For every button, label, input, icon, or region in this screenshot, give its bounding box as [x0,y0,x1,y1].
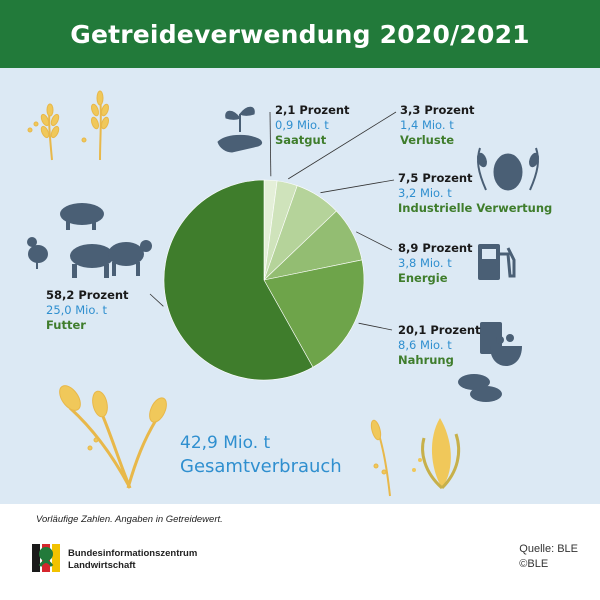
source-text: Quelle: BLE [519,543,578,555]
label-futter: 58,2 Prozent 25,0 Mio. t Futter [46,288,129,333]
leader-line [358,322,393,331]
org-line-2: Landwirtschaft [68,560,136,571]
label-industrielle-verwertung: 7,5 Prozent 3,2 Mio. t Industrielle Verw… [398,171,552,216]
header-bar: Getreideverwendung 2020/2021 [0,0,600,68]
livestock-icon [27,203,152,278]
label-verluste: 3,3 Prozent 1,4 Mio. t Verluste [400,103,475,148]
bread-icon [458,374,502,402]
slice-percent-label: 58,2 Prozent [46,288,129,302]
slice-amount-label: 8,6 Mio. t [398,338,452,352]
slice-category-label: Industrielle Verwertung [398,201,553,215]
slice-percent-label: 2,1 Prozent [275,103,350,117]
organization-name: Bundesinformationszentrum Landwirtschaft [68,548,197,572]
total-consumption: 42,9 Mio. t Gesamtverbrauch [180,432,342,478]
copyright-text: ©BLE [519,558,549,570]
wheat-icon [27,90,109,161]
pie-chart [27,90,539,497]
label-energie: 8,9 Prozent 3,8 Mio. t Energie [398,241,473,286]
infographic-panel: 2,1 Prozent 0,9 Mio. t Saatgut 3,3 Proze… [0,68,600,504]
slice-amount-label: 3,8 Mio. t [398,256,452,270]
leader-line [320,179,395,194]
pie-slice-futter [163,179,314,381]
hops-wheat-icon [477,147,539,191]
slice-amount-label: 3,2 Mio. t [398,186,452,200]
footnote: Vorläufige Zahlen. Angaben in Getreidewe… [36,514,223,525]
slice-amount-label: 0,9 Mio. t [275,118,329,132]
slice-percent-label: 7,5 Prozent [398,171,473,185]
ble-logo-icon [30,542,62,574]
slice-amount-label: 25,0 Mio. t [46,303,108,317]
slice-category-label: Verluste [400,133,455,147]
slice-percent-label: 8,9 Prozent [398,241,473,255]
leader-line [355,231,393,251]
slice-category-label: Futter [46,318,86,332]
pie-slice-nahrung [263,259,365,368]
page-title: Getreideverwendung 2020/2021 [70,19,530,49]
cereal-bowl-icon [480,322,522,366]
corn-icon [412,418,461,490]
label-saatgut: 2,1 Prozent 0,9 Mio. t Saatgut [275,103,350,148]
source-credit: Quelle: BLE ©BLE [519,542,578,572]
seedling-hand-icon [217,106,263,153]
slice-percent-label: 20,1 Prozent [398,323,481,337]
fuel-pump-icon [478,244,516,280]
org-line-1: Bundesinformationszentrum [68,548,198,559]
slice-category-label: Saatgut [275,133,327,147]
footer: Vorläufige Zahlen. Angaben in Getreidewe… [0,504,600,600]
slice-amount-label: 1,4 Mio. t [400,118,454,132]
slice-category-label: Energie [398,271,448,285]
slice-percent-label: 3,3 Prozent [400,103,475,117]
pie-slices [163,179,365,381]
leader-line [269,111,272,177]
leader-lines [149,111,397,331]
leader-line [288,111,397,180]
wheat-icon [59,385,391,497]
slice-category-label: Nahrung [398,353,454,367]
total-value: 42,9 Mio. t [180,433,271,453]
label-nahrung: 20,1 Prozent 8,6 Mio. t Nahrung [398,323,481,368]
leader-line [149,293,164,307]
total-label: Gesamtverbrauch [180,456,342,477]
